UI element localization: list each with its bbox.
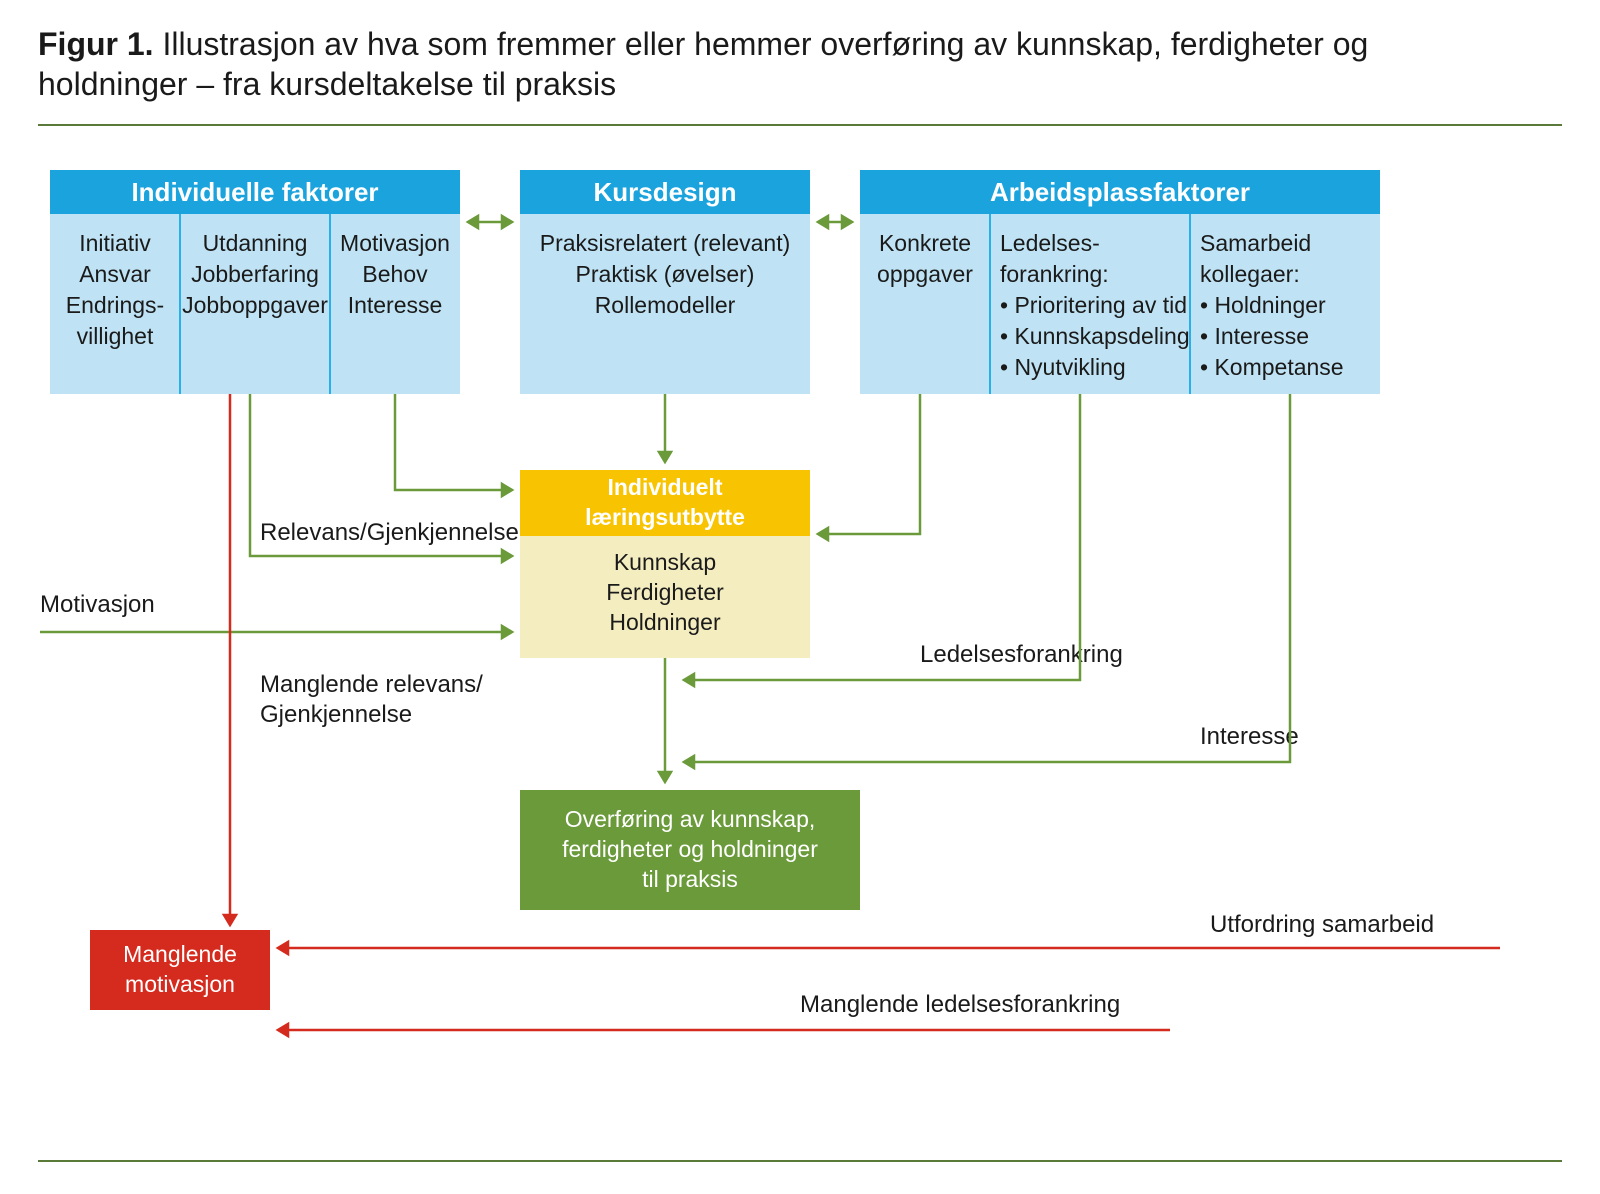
rule-top [38,124,1562,126]
cell: Samarbeidkollegaer:• Holdninger• Interes… [1190,214,1380,394]
cell: InitiativAnsvarEndrings-villighet [50,214,180,394]
label-manglende-relevans-line2: Gjenkjennelse [260,701,412,728]
column-divider [329,214,331,394]
laeringsutbytte-header: Individueltlæringsutbytte [520,470,810,536]
arbeidsplass-header: Arbeidsplassfaktorer [860,170,1380,214]
label-manglende-relevans: Manglende relevans/ Gjenkjennelse [260,670,483,730]
overforing-box: Overføring av kunnskap,ferdigheter og ho… [520,790,860,910]
cell: Konkreteoppgaver [860,214,990,394]
figure-title-bold: Figur 1. [38,26,154,62]
cell: Ledelses-forankring:• Prioritering av ti… [990,214,1190,394]
column-divider [179,214,181,394]
manglende-motivasjon-box: Manglendemotivasjon [90,930,270,1010]
column-divider [1189,214,1191,394]
figure-canvas: Figur 1. Illustrasjon av hva som fremmer… [0,0,1600,1194]
label-manglende-relevans-line1: Manglende relevans/ [260,671,483,698]
kursdesign-header: Kursdesign [520,170,810,214]
label-motivasjon: Motivasjon [40,590,155,620]
cell: MotivasjonBehovInteresse [330,214,460,394]
rule-bottom [38,1160,1562,1162]
laeringsutbytte-body: KunnskapFerdigheterHoldninger [520,536,810,658]
label-interesse: Interesse [1200,722,1299,752]
cell: UtdanningJobberfaringJobboppgaver [180,214,330,394]
cell: Praksisrelatert (relevant)Praktisk (øvel… [520,214,810,394]
column-divider [989,214,991,394]
label-relevans: Relevans/Gjenkjennelse [260,518,519,548]
individuelle-header: Individuelle faktorer [50,170,460,214]
figure-title: Figur 1. Illustrasjon av hva som fremmer… [38,24,1388,104]
label-manglende-ledelse: Manglende ledelsesforankring [800,990,1120,1020]
figure-title-rest: Illustrasjon av hva som fremmer eller he… [38,26,1368,102]
label-utfordring: Utfordring samarbeid [1210,910,1434,940]
label-ledelsesforankring: Ledelsesforankring [920,640,1123,670]
